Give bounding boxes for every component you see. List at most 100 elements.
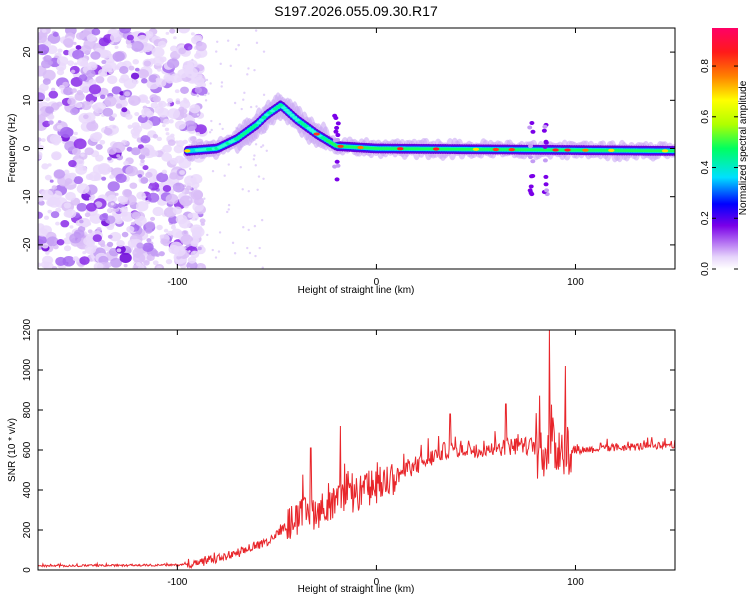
noise-blob [115,103,123,109]
trace-disturbance [334,159,340,164]
trace-disturbance [542,144,548,149]
noise-blob [187,213,194,219]
trace-core [245,129,250,133]
noise-blob [140,177,149,184]
trace-core [278,103,284,107]
noise-blob [195,41,207,52]
noise-speck [227,163,230,166]
x-tick-label: -100 [167,277,187,288]
noise-blob [180,112,188,118]
noise-blob [156,172,169,183]
noise-speck [188,250,191,253]
trace-hotspot [337,144,344,148]
noise-blob [38,110,42,116]
trace-hotspot [184,149,191,153]
noise-blob [88,79,97,86]
noise-blob [99,139,106,145]
noise-speck [211,169,215,173]
noise-speck [248,251,252,255]
noise-blob [63,87,74,96]
noise-blob [40,138,46,143]
noise-blob [119,206,128,214]
noise-blob [125,113,133,120]
noise-blob [121,107,128,113]
noise-blob [182,60,194,70]
noise-speck [189,73,192,77]
noise-blob [75,45,82,50]
noise-blob [78,74,88,82]
noise-blob [137,173,143,178]
noise-speck [199,266,202,269]
noise-blob [109,174,115,179]
noise-blob [98,164,112,175]
noise-blob [63,210,73,218]
noise-blob [73,62,78,66]
noise-blob [130,72,140,80]
trace-hotspot [552,148,559,152]
noise-blob [92,234,102,242]
noise-blob [73,176,84,185]
noise-blob [87,229,93,234]
noise-blob [91,28,101,36]
noise-blob [197,246,202,251]
noise-blob [84,212,91,218]
noise-blob [57,120,62,124]
noise-blob [165,31,170,35]
noise-blob [143,260,150,266]
noise-blob [43,215,50,220]
noise-speck [255,41,259,45]
noise-speck [243,91,246,95]
noise-blob [177,28,191,34]
y-tick-label: 1000 [22,358,33,381]
noise-blob [93,262,104,269]
trace-disturbance [543,174,549,179]
trace-disturbance [335,163,341,168]
noise-blob [158,251,165,257]
noise-blob [170,45,178,52]
noise-blob [106,197,113,203]
noise-blob [53,169,65,179]
y-tick-label: 600 [22,441,33,458]
noise-blob [119,66,129,74]
noise-blob [55,221,60,226]
noise-blob [69,65,80,75]
noise-blob [116,98,121,102]
noise-blob [90,63,97,68]
x-tick-label: 0 [374,577,380,588]
noise-speck [247,228,250,232]
trace-disturbance [527,188,533,193]
noise-blob [72,41,77,45]
noise-blob [194,87,203,94]
noise-blob [84,244,97,255]
noise-blob [110,257,122,268]
noise-speck [193,251,196,254]
noise-speck [247,189,250,193]
noise-speck [240,107,243,111]
trace-core [250,125,256,129]
noise-blob [86,239,95,248]
trace-core [239,133,245,137]
noise-blob [126,34,134,41]
trace-disturbance [542,124,548,129]
noise-blob [145,100,151,104]
noise-blob [51,266,58,269]
noise-blob [109,231,122,242]
noise-blob [145,110,154,118]
trace-disturbance [529,121,535,126]
noise-speck [220,85,223,88]
noise-blob [136,201,149,212]
noise-speck [253,68,256,72]
noise-blob [160,238,168,245]
noise-blob [152,134,159,139]
snr-y-label: SNR (10 * v/v) [7,418,18,482]
noise-blob [171,223,176,227]
noise-blob [52,31,59,37]
noise-speck [254,254,257,258]
noise-speck [226,39,230,42]
noise-blob [143,60,152,67]
noise-blob [52,135,63,144]
noise-blob [38,33,47,44]
trace-core [297,120,303,124]
noise-blob [164,127,170,132]
noise-speck [216,40,219,43]
